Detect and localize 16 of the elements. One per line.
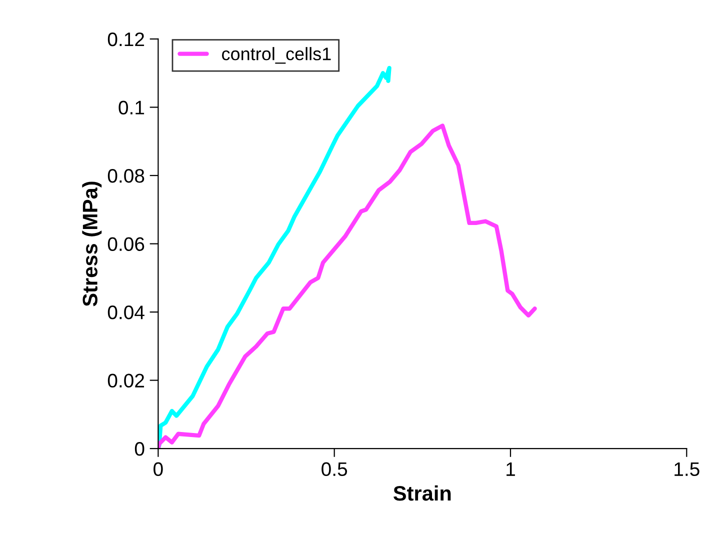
y-tick-label: 0.1 xyxy=(118,100,144,114)
line-series xyxy=(158,124,537,449)
line-series xyxy=(158,66,392,449)
y-tick-label: 0.08 xyxy=(108,168,144,183)
y-axis-title: Stress (MPa) xyxy=(82,182,102,306)
legend-label: control_cells1 xyxy=(222,47,331,64)
y-tick-label: 0.12 xyxy=(108,32,144,46)
y-tick-label: 0 xyxy=(134,442,144,456)
x-tick-label: 1.5 xyxy=(674,462,700,476)
x-tick-label: 0.5 xyxy=(322,462,348,476)
y-tick-label: 0.06 xyxy=(108,237,144,252)
y-tick-label: 0.02 xyxy=(108,374,144,388)
x-tick-label: 1 xyxy=(506,462,515,476)
x-axis-title: Strain xyxy=(393,485,451,501)
x-tick-label: 0 xyxy=(154,462,163,476)
y-tick-label: 0.04 xyxy=(108,306,144,320)
